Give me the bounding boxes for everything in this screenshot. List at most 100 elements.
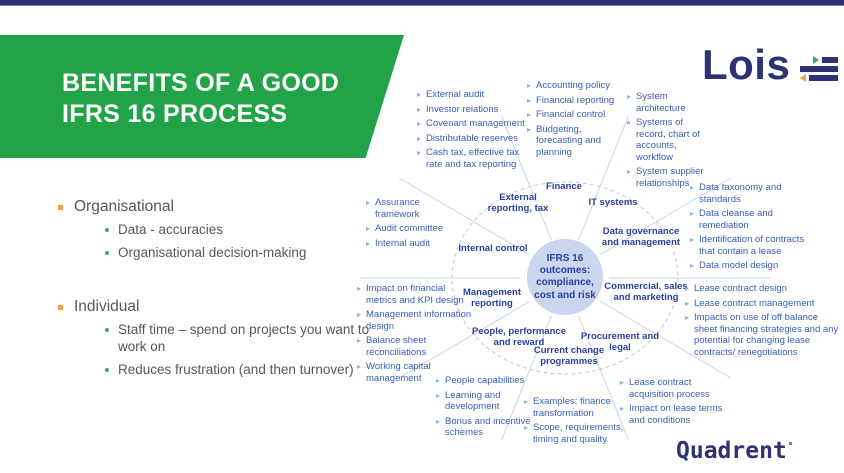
list-item: ▸ Lease contract management (685, 297, 815, 309)
triangle-bullet-icon: ▸ (357, 310, 362, 320)
triangle-bullet-icon: ▸ (357, 284, 362, 293)
segment-label-finance: Finance (546, 181, 582, 192)
lois-logo: Lois (702, 41, 839, 88)
list-item: ▸ Examples: finance transformation (524, 396, 611, 419)
list-item: ▸ Internal audit (366, 237, 430, 249)
triangle-bullet-icon: ▸ (620, 404, 625, 414)
quadrent-logo: Quadrent (676, 440, 792, 463)
bar-icon (822, 57, 839, 63)
list-item: ▸ Impact on lease terms and conditions (620, 403, 723, 426)
list-item: ▸ Data cleanse and remediation (690, 208, 773, 231)
list-item: ▸ System architecture (627, 91, 686, 114)
bar-icon (809, 75, 839, 81)
list-item: ▸ Data model design (690, 260, 779, 272)
triangle-bullet-icon: ▸ (627, 167, 632, 177)
list-item: ▸ Investor relations (417, 103, 499, 115)
section-label: Individual (74, 297, 140, 315)
section-heading: Organisational (58, 198, 388, 216)
triangle-bullet-icon: ▸ (690, 209, 695, 219)
benefits-section-individual: Individual Staff time – spend on project… (58, 298, 388, 379)
segment-label-procurement: Procurement and legal (580, 331, 660, 354)
title-line-1: BENEFITS OF A GOOD (62, 69, 340, 97)
list-it-systems: ▸ System architecture ▸ Systems of record,… (627, 91, 713, 193)
triangle-bullet-icon: ▸ (417, 119, 422, 129)
list-item: ▸ Learning and development (436, 389, 501, 413)
center-circle (527, 239, 603, 315)
list-item: ▸ Impact on financial metrics and KPI des… (357, 283, 464, 306)
triangle-bullet-icon: ▸ (527, 124, 532, 134)
list-item: ▸ Working capital management (357, 361, 431, 385)
list-people: ▸ People capabilities ▸ Learning and devel… (436, 375, 541, 442)
list-current-change: ▸ Examples: finance transformation ▸ Scope… (524, 396, 624, 448)
list-item: ▸ Distributable reserves (417, 132, 518, 144)
list-item-text: Staff time – spend on projects you want … (118, 321, 370, 354)
triangle-bullet-icon: ▸ (417, 90, 422, 99)
triangle-bullet-icon: ▸ (527, 110, 532, 120)
triangle-bullet-icon: ▸ (690, 261, 695, 271)
bar-icon (800, 66, 839, 72)
segment-label-internal-control: Internal control (458, 243, 528, 254)
list-item: Staff time – spend on projects you want … (105, 322, 388, 356)
list-internal-control: ▸ Assurance framework ▸ Audit committee ▸ I… (366, 197, 466, 252)
green-dot-icon (788, 442, 792, 445)
segment-label-it-systems: IT systems (588, 197, 638, 208)
benefits-list: Organisational Data - accuracies Organis… (58, 198, 388, 414)
segment-label-external-reporting: External reporting, tax (487, 192, 549, 215)
list-item: ▸ Assurance framework (366, 197, 420, 220)
list-item: ▸ Management information design (357, 309, 472, 332)
list-item-text: Reduces frustration (and then turnover) (118, 361, 354, 377)
triangle-bullet-icon: ▸ (524, 397, 529, 406)
triangle-bullet-icon: ▸ (685, 313, 690, 323)
list-external-reporting: ▸ External audit ▸ Investor relations ▸ Cov… (417, 89, 535, 174)
triangle-bullet-icon: ▸ (620, 378, 625, 387)
segment-label-data-governance: Data governance and management (601, 226, 681, 249)
list-item: ▸ Covenant management (417, 118, 525, 130)
spoke-line (501, 116, 552, 241)
orange-square-bullet-icon (58, 304, 63, 310)
list-item-text: Organisational decision-making (118, 244, 307, 260)
spoke-lines (360, 116, 770, 440)
triangle-bullet-icon: ▸ (357, 362, 362, 372)
list-item: ▸ Systems of record, chart of accounts, w… (627, 117, 700, 163)
lois-logo-mark-icon (800, 56, 839, 82)
triangle-bullet-icon: ▸ (527, 95, 532, 105)
spoke-line (398, 301, 530, 379)
list-item: ▸ Audit committee (366, 223, 444, 235)
lois-logo-text: Lois (702, 41, 791, 88)
orange-square-bullet-icon (58, 205, 63, 210)
section-label: Organisational (74, 198, 174, 215)
list-item: ▸ System supplier relationships (627, 166, 704, 190)
section-heading: Individual (58, 298, 388, 316)
page-title: BENEFITS OF A GOOD IFRS 16 PROCESS (0, 35, 404, 130)
triangle-bullet-icon: ▸ (527, 81, 532, 90)
spoke-line (501, 315, 552, 440)
list-item: Reduces frustration (and then turnover) (105, 362, 388, 379)
green-dot-bullet-icon (105, 250, 109, 255)
list-item: ▸ Cash tax, effective tax rate and tax re… (417, 147, 520, 170)
triangle-bullet-icon: ▸ (627, 118, 632, 128)
list-item-text: Data - accuracies (118, 222, 224, 237)
list-item: ▸ Lease contract design (685, 283, 787, 294)
spoke-line (578, 116, 629, 241)
triangle-bullet-icon: ▸ (690, 235, 695, 245)
list-procurement: ▸ Lease contract acquisition process ▸ Imp… (620, 377, 725, 429)
green-dot-bullet-icon (105, 327, 109, 332)
benefits-section-organisational: Organisational Data - accuracies Organis… (58, 198, 388, 262)
triangle-bullet-icon: ▸ (627, 92, 632, 101)
top-accent-bar (0, 0, 844, 6)
spoke-line (600, 301, 732, 379)
quadrent-logo-text: Quadrent (676, 438, 787, 464)
segment-label-commercial: Commercial, sales and marketing (604, 281, 688, 304)
list-item: ▸ Accounting policy (527, 80, 610, 91)
lois-mark-row-top (800, 56, 839, 64)
triangle-bullet-icon: ▸ (417, 104, 422, 114)
spoke-line (600, 177, 732, 255)
triangle-bullet-icon: ▸ (417, 133, 422, 143)
list-item: ▸ Balance sheet reconciliations (357, 335, 427, 358)
triangle-bullet-icon: ▸ (417, 148, 422, 158)
triangle-bullet-icon: ▸ (357, 336, 362, 346)
list-item: ▸ Identification of contracts that contai… (690, 234, 805, 257)
dashed-circle (451, 181, 679, 375)
orange-arrow-icon (800, 74, 807, 82)
list-item: ▸ Impacts on use of off balance sheet fin… (685, 312, 839, 358)
